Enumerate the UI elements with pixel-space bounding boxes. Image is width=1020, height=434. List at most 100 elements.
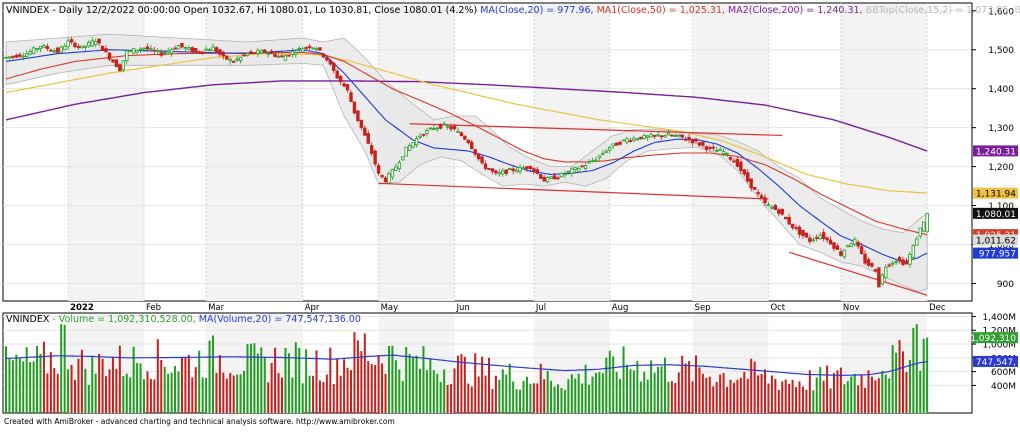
- volume-bar: [453, 368, 456, 413]
- candle-body: [245, 52, 250, 56]
- volume-bar: [42, 341, 45, 413]
- candle-body: [597, 155, 602, 159]
- volume-bar: [663, 357, 666, 413]
- volume-bar: [456, 355, 459, 413]
- volume-bar: [525, 376, 528, 413]
- candle-body: [369, 145, 374, 154]
- volume-bar: [591, 376, 594, 413]
- volume-ma-line: [5, 354, 928, 377]
- candle-body: [759, 195, 764, 199]
- volume-bar: [260, 347, 263, 413]
- candle-body: [504, 169, 508, 174]
- candle-body: [494, 170, 498, 174]
- volume-bar: [622, 346, 625, 413]
- volume-bar: [853, 373, 856, 413]
- volume-bar: [177, 371, 180, 413]
- candle-body: [715, 150, 719, 152]
- volume-bar: [408, 353, 411, 413]
- volume-bar: [536, 383, 539, 413]
- month-label: Mar: [208, 303, 225, 313]
- candle-body: [294, 52, 298, 55]
- volume-bar: [470, 386, 473, 413]
- price-tick-label: 1,300: [988, 124, 1014, 134]
- volume-bar: [750, 358, 753, 413]
- volume-bar: [884, 374, 887, 413]
- candle-body: [414, 138, 419, 146]
- candle-body: [418, 135, 422, 138]
- candle-body: [204, 48, 208, 51]
- candle-body: [235, 58, 239, 61]
- volume-value-tag-label: 1,092,310: [970, 334, 1016, 344]
- volume-bar: [67, 369, 70, 413]
- volume-bar: [608, 350, 611, 413]
- candle-body: [804, 232, 809, 238]
- volume-bar: [98, 354, 101, 413]
- candle-body: [573, 167, 577, 170]
- candle-body: [856, 241, 860, 247]
- candle-body: [338, 75, 343, 83]
- volume-bar: [481, 356, 484, 413]
- volume-bar: [236, 374, 239, 413]
- volume-bar: [312, 375, 315, 413]
- volume-bar: [160, 359, 163, 413]
- volume-bar: [829, 388, 832, 413]
- candle-body: [35, 48, 39, 50]
- month-label: Nov: [843, 303, 860, 313]
- candle-body: [363, 127, 367, 136]
- candle-body: [49, 49, 53, 52]
- volume-bar: [111, 356, 114, 413]
- candle-body: [628, 140, 633, 142]
- volume-bar: [612, 356, 615, 413]
- candle-body: [38, 46, 43, 50]
- candle-body: [276, 55, 281, 58]
- candle-body: [62, 45, 67, 51]
- candle-body: [563, 173, 567, 176]
- volume-bar: [467, 383, 470, 413]
- volume-bar: [143, 379, 145, 413]
- candle-body: [97, 38, 101, 44]
- price-value-tag: [973, 187, 1018, 199]
- volume-bar: [460, 354, 463, 413]
- candle-body: [828, 239, 833, 245]
- candle-body: [131, 48, 136, 54]
- volume-bar: [812, 390, 815, 413]
- volume-bar: [798, 381, 801, 413]
- volume-bar: [729, 379, 732, 413]
- volume-bar: [695, 355, 697, 413]
- volume-bar: [632, 370, 635, 413]
- candle-body: [449, 126, 453, 130]
- candle-body: [42, 45, 46, 48]
- volume-bar: [46, 373, 49, 413]
- volume-bar: [139, 363, 142, 413]
- volume-bar: [839, 367, 842, 413]
- candle-body: [152, 49, 157, 52]
- candle-body: [566, 170, 571, 173]
- volume-bar: [205, 377, 208, 413]
- volume-bar: [764, 369, 766, 413]
- candle-body: [683, 138, 688, 141]
- volume-bar: [74, 379, 76, 413]
- candle-body: [815, 237, 819, 239]
- trend-line: [409, 123, 783, 137]
- volume-bar: [281, 377, 283, 413]
- candle-body: [28, 51, 32, 55]
- price-tick-label: 1,600: [988, 7, 1014, 17]
- volume-bar: [153, 379, 156, 413]
- candle-body: [287, 54, 291, 57]
- candle-body: [218, 49, 222, 55]
- month-label: Dec: [929, 303, 946, 313]
- volume-bar: [619, 378, 622, 413]
- volume-bar: [336, 359, 339, 413]
- volume-bar: [208, 340, 211, 413]
- volume-bar: [501, 369, 504, 413]
- volume-bar: [443, 369, 446, 413]
- bbtop-legend: BBTop(Close,15,2) = 1,073.95,: [863, 5, 1012, 16]
- volume-tick-label: 600M: [991, 368, 1016, 378]
- volume-bar: [674, 382, 677, 413]
- volume-bar: [156, 339, 159, 413]
- candle-body: [394, 166, 398, 171]
- volume-bar: [819, 367, 822, 413]
- volume-bar: [80, 349, 83, 413]
- candle-body: [659, 135, 664, 138]
